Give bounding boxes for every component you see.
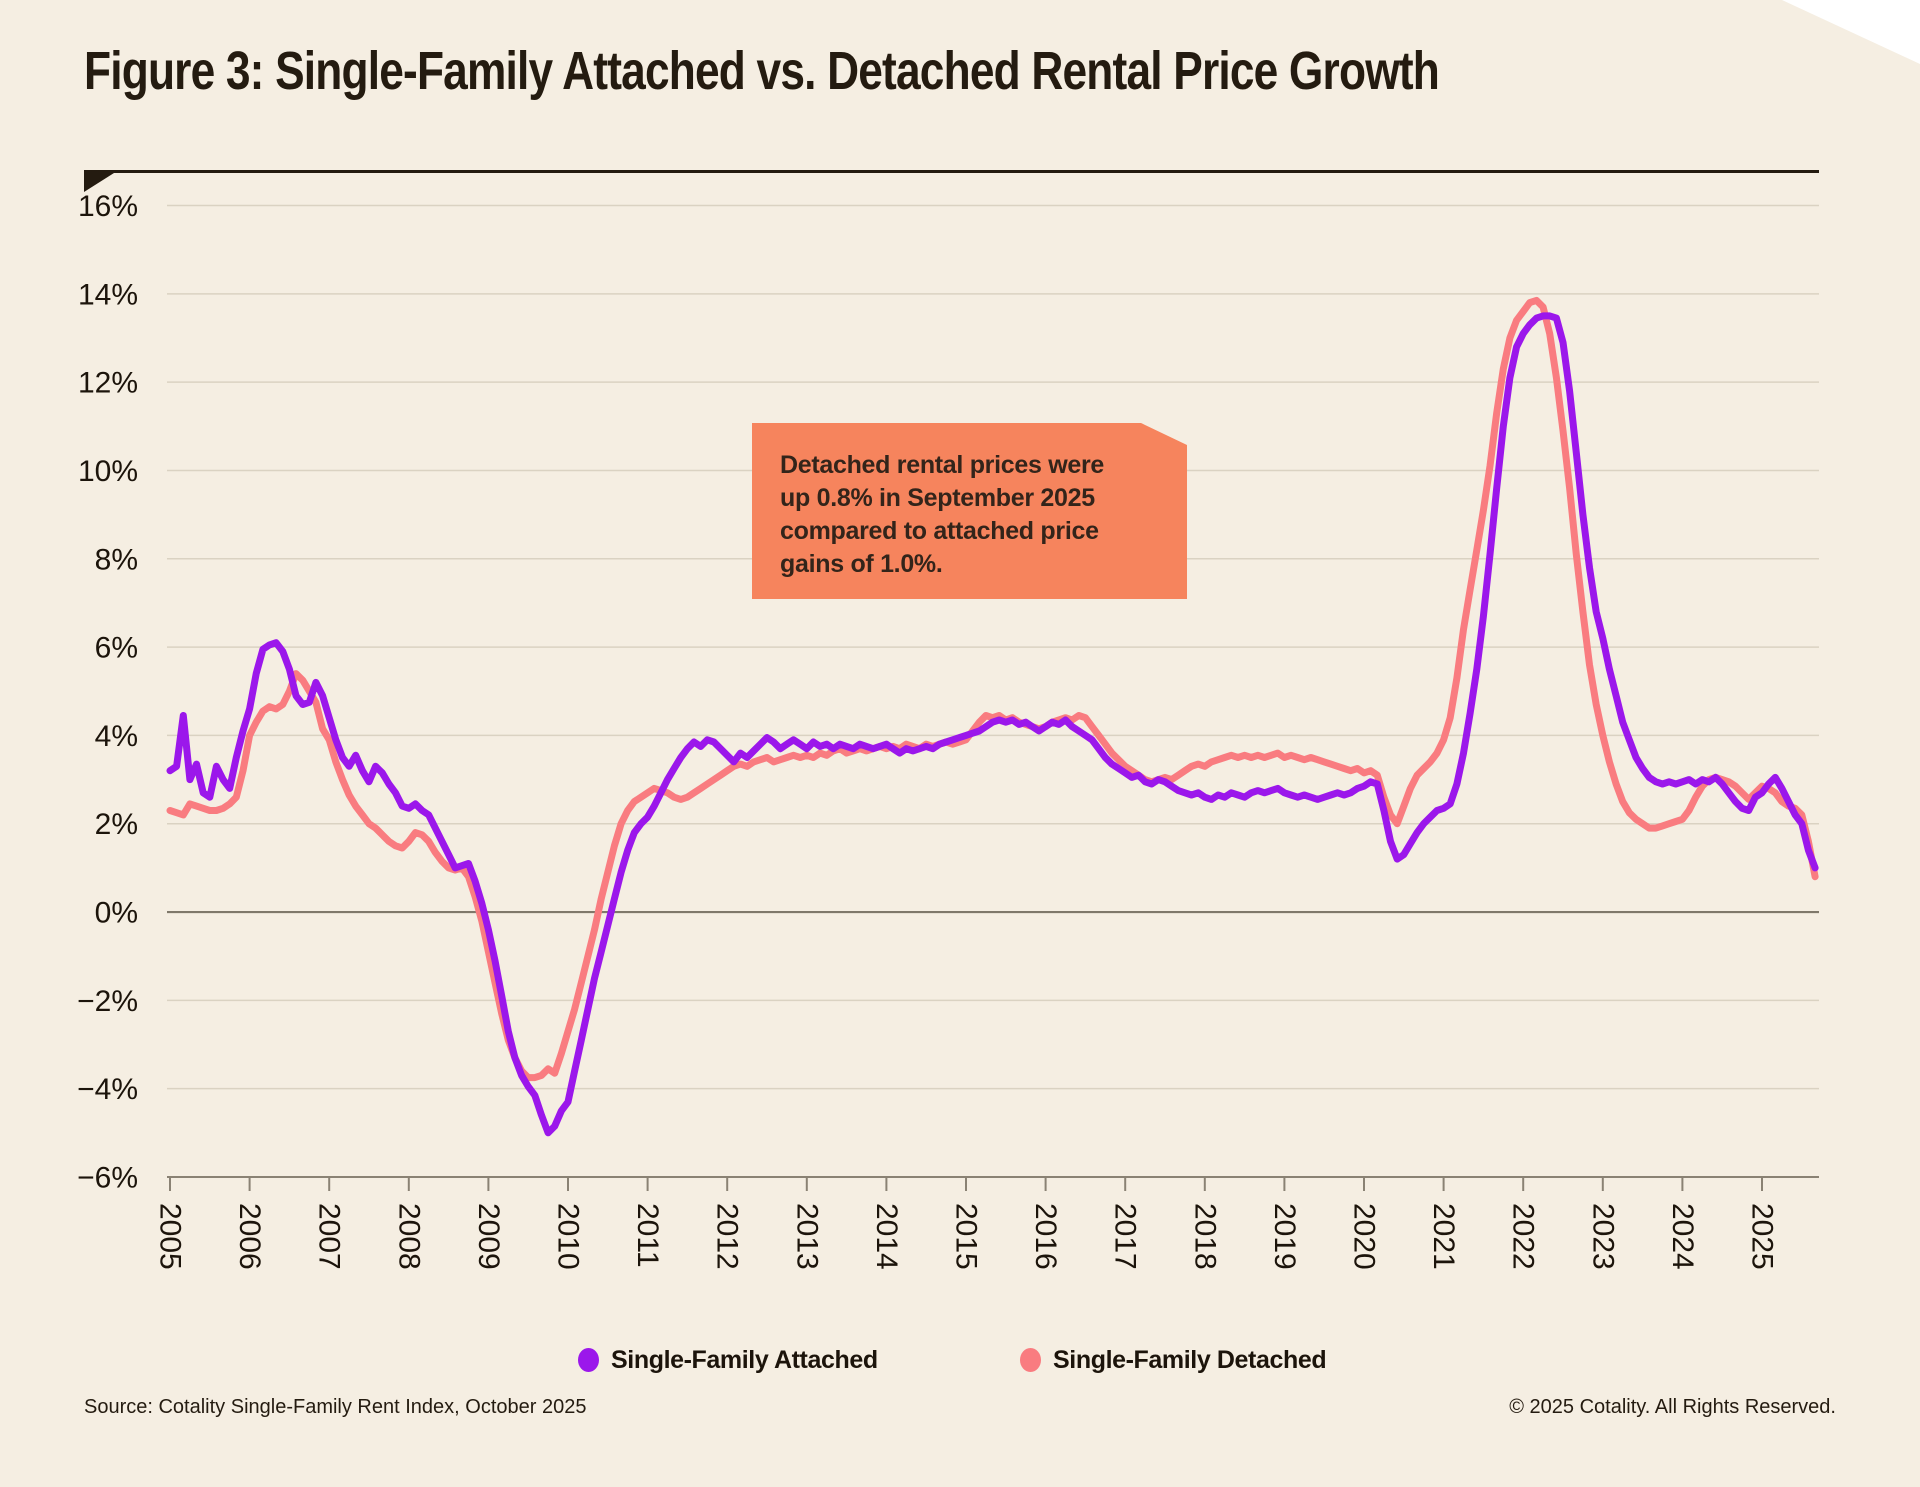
x-axis-label-2010: 2010 xyxy=(552,1203,585,1270)
series-line-single-family-attached xyxy=(166,312,1819,1137)
x-axis-label-2024: 2024 xyxy=(1666,1203,1699,1270)
copyright-note: © 2025 Cotality. All Rights Reserved. xyxy=(1509,1396,1836,1418)
x-axis-label-2017: 2017 xyxy=(1109,1203,1142,1270)
y-axis-label-8%: 8% xyxy=(95,543,138,576)
x-axis-label-2023: 2023 xyxy=(1586,1203,1619,1270)
source-note: Source: Cotality Single-Family Rent Inde… xyxy=(84,1396,587,1418)
detached-series-dot-icon xyxy=(1020,1348,1041,1372)
y-axis-label-14%: 14% xyxy=(78,278,138,311)
x-axis-label-2020: 2020 xyxy=(1348,1203,1381,1270)
attached-series-dot-icon xyxy=(578,1348,599,1372)
x-axis-label-2012: 2012 xyxy=(711,1203,744,1270)
legend-item-attached: Single-Family Attached xyxy=(578,1340,878,1380)
x-axis-label-2011: 2011 xyxy=(631,1203,664,1268)
y-axis-label-0%: 0% xyxy=(95,897,138,930)
chart-legend: Single-Family Attached Single-Family Det… xyxy=(0,1340,1920,1380)
x-axis-label-2019: 2019 xyxy=(1268,1203,1301,1270)
y-axis-label-12%: 12% xyxy=(78,367,138,400)
figure-title: Figure 3: Single-Family Attached vs. Det… xyxy=(84,41,1440,101)
x-axis-label-2007: 2007 xyxy=(313,1203,346,1270)
y-axis-label-2%: 2% xyxy=(95,808,138,841)
x-axis-label-2014: 2014 xyxy=(870,1203,903,1270)
annotation-callout: Detached rental prices were up 0.8% in S… xyxy=(752,423,1187,599)
legend-label-detached: Single-Family Detached xyxy=(1053,1345,1327,1374)
x-axis-label-2006: 2006 xyxy=(233,1203,266,1270)
title-underline xyxy=(84,170,1819,173)
x-axis-label-2005: 2005 xyxy=(154,1203,187,1270)
x-axis-label-2008: 2008 xyxy=(392,1203,425,1270)
y-axis-label-4%: 4% xyxy=(95,720,138,753)
y-axis-label-−2%: −2% xyxy=(77,985,138,1018)
y-axis-label-16%: 16% xyxy=(78,190,138,223)
series-line-single-family-detached xyxy=(166,296,1819,1082)
corner-notch-decoration xyxy=(1782,0,1920,64)
x-axis-label-2025: 2025 xyxy=(1746,1203,1779,1270)
y-axis-label-10%: 10% xyxy=(78,455,138,488)
x-axis-label-2022: 2022 xyxy=(1507,1203,1540,1270)
x-axis-label-2009: 2009 xyxy=(472,1203,505,1270)
x-axis-label-2015: 2015 xyxy=(950,1203,983,1270)
y-axis-label-−6%: −6% xyxy=(77,1161,138,1194)
y-axis-label-−4%: −4% xyxy=(77,1073,138,1106)
title-flag-triangle-icon xyxy=(84,173,114,192)
x-axis-label-2018: 2018 xyxy=(1188,1203,1221,1270)
legend-item-detached: Single-Family Detached xyxy=(1020,1340,1327,1380)
annotation-text: Detached rental prices were up 0.8% in S… xyxy=(780,451,1104,578)
x-axis-label-2016: 2016 xyxy=(1029,1203,1062,1270)
y-axis-label-6%: 6% xyxy=(95,632,138,665)
x-axis-label-2021: 2021 xyxy=(1427,1203,1460,1270)
legend-label-attached: Single-Family Attached xyxy=(611,1345,878,1374)
x-axis-label-2013: 2013 xyxy=(790,1203,823,1270)
